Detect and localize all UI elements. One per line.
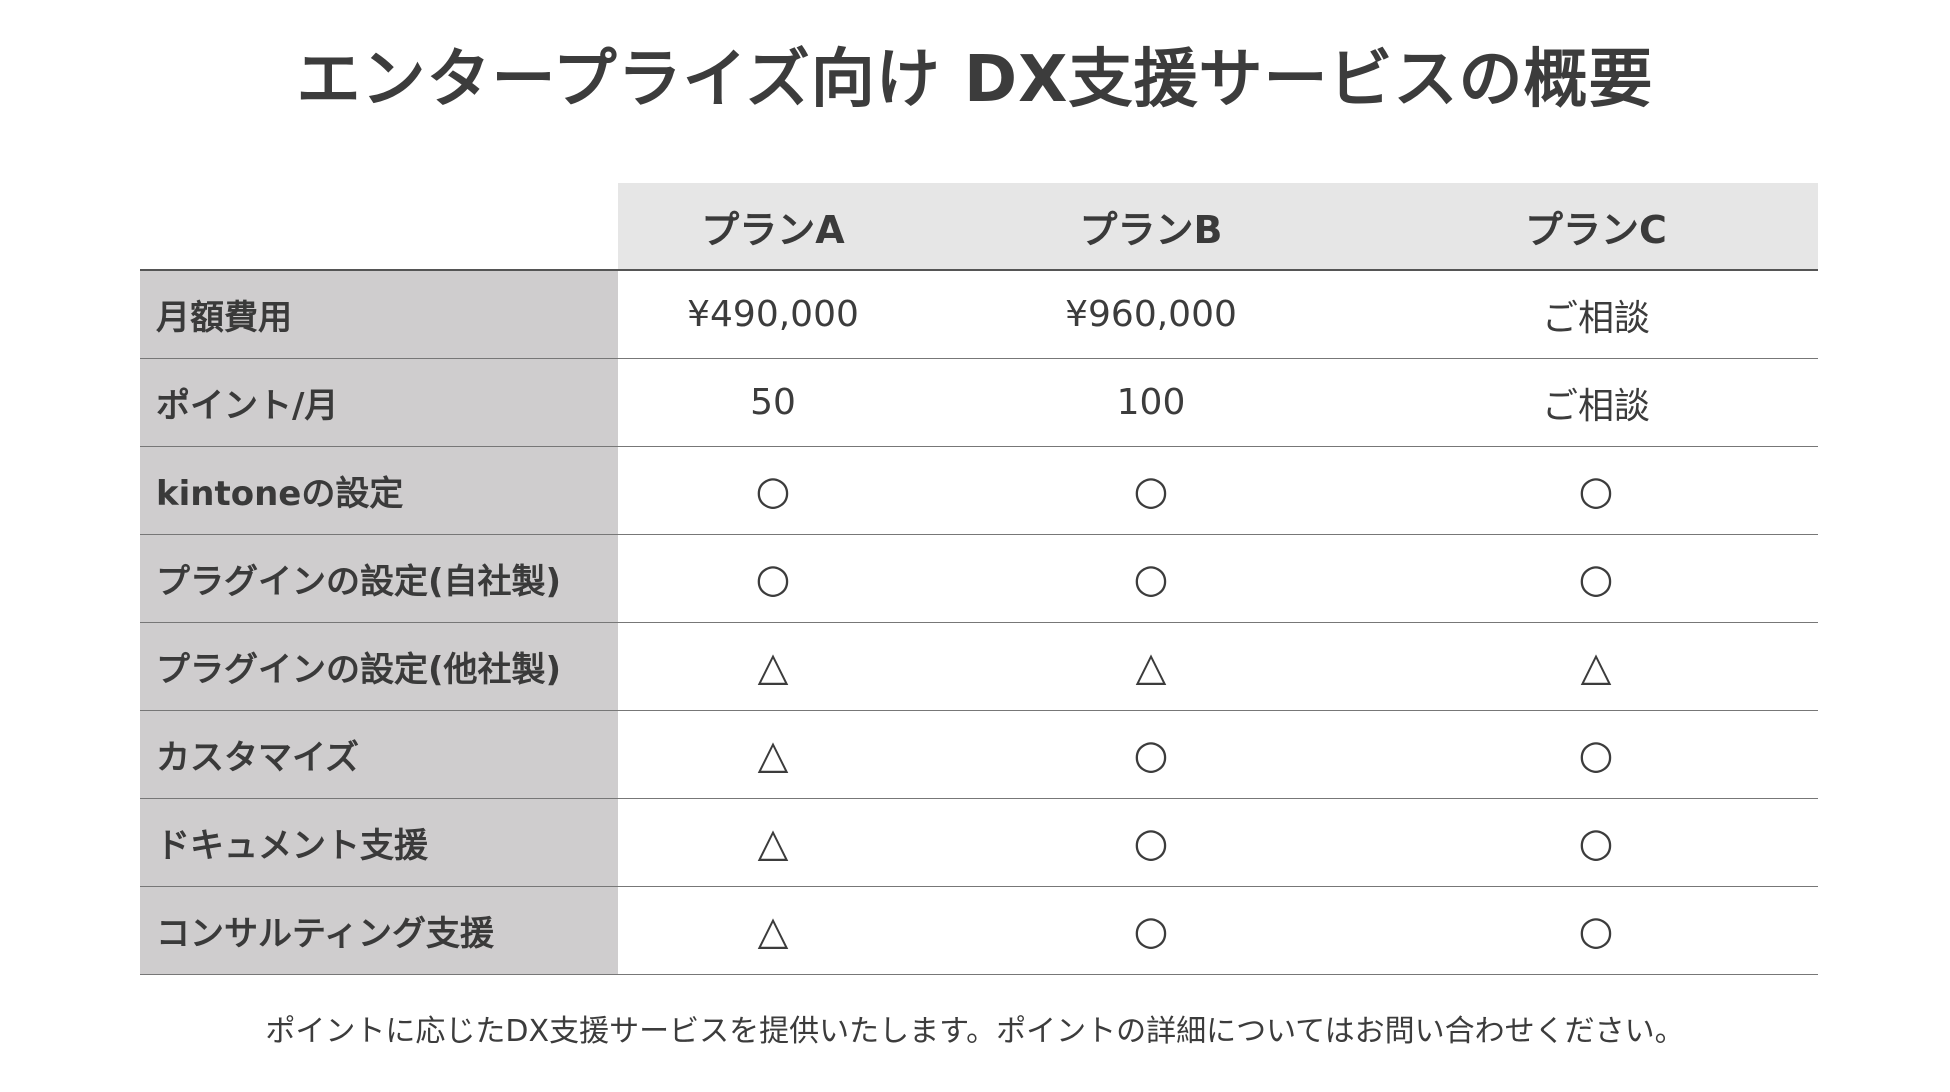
- table-row-documentation: ドキュメント支援 △ ○ ○: [140, 799, 1818, 887]
- plan-a-header: プランA: [618, 183, 928, 269]
- footnote-text: ポイントに応じたDX支援サービスを提供いたします。ポイントの詳細についてはお問い…: [265, 1014, 1685, 1049]
- plan-b-mark: ○: [1133, 819, 1169, 866]
- plan-b-mark: ○: [1133, 907, 1169, 954]
- row-label: kintoneの設定: [140, 447, 618, 534]
- plan-c-mark: ○: [1578, 819, 1614, 866]
- plan-b-mark: ○: [1133, 467, 1169, 514]
- table-row-consulting: コンサルティング支援 △ ○ ○: [140, 887, 1818, 975]
- plan-c-value: ご相談: [1541, 297, 1650, 339]
- plan-b-mark: △: [1135, 643, 1167, 690]
- plan-a-mark: △: [757, 819, 789, 866]
- table-row-kintone-setup: kintoneの設定 ○ ○ ○: [140, 447, 1818, 535]
- page-title: エンタープライズ向け DX支援サービスの概要: [296, 43, 1654, 117]
- table-row-own-plugin: プラグインの設定(自社製) ○ ○ ○: [140, 535, 1818, 623]
- plan-c-mark: ○: [1578, 555, 1614, 602]
- table-row-third-party-plugin: プラグインの設定(他社製) △ △ △: [140, 623, 1818, 711]
- table-header-row: プランA プランB プランC: [140, 183, 1818, 271]
- plan-b-header: プランB: [928, 183, 1374, 269]
- plan-a-mark: △: [757, 643, 789, 690]
- plan-c-mark: ○: [1578, 907, 1614, 954]
- plan-c-mark: ○: [1578, 731, 1614, 778]
- table-row-monthly-fee: 月額費用 ¥490,000 ¥960,000 ご相談: [140, 271, 1818, 359]
- plan-b-value: 100: [1116, 382, 1186, 423]
- plan-b-mark: ○: [1133, 555, 1169, 602]
- row-label: 月額費用: [140, 271, 618, 358]
- plan-a-mark: ○: [755, 467, 791, 514]
- plan-b-mark: ○: [1133, 731, 1169, 778]
- row-label: プラグインの設定(自社製): [140, 535, 618, 622]
- plan-b-value: ¥960,000: [1065, 294, 1237, 335]
- row-label: コンサルティング支援: [140, 887, 618, 974]
- header-corner-cell: [140, 183, 618, 269]
- row-label: ポイント/月: [140, 359, 618, 446]
- plan-c-header: プランC: [1374, 183, 1818, 269]
- plan-a-mark: ○: [755, 555, 791, 602]
- plan-c-mark: ○: [1578, 467, 1614, 514]
- table-row-points: ポイント/月 50 100 ご相談: [140, 359, 1818, 447]
- table-row-customize: カスタマイズ △ ○ ○: [140, 711, 1818, 799]
- plan-c-mark: △: [1580, 643, 1612, 690]
- plan-a-mark: △: [757, 907, 789, 954]
- plan-a-value: ¥490,000: [687, 294, 859, 335]
- row-label: ドキュメント支援: [140, 799, 618, 886]
- row-label: カスタマイズ: [140, 711, 618, 798]
- plan-a-mark: △: [757, 731, 789, 778]
- plan-a-value: 50: [750, 382, 796, 423]
- plan-comparison-table: プランA プランB プランC 月額費用 ¥490,000 ¥960,000 ご相…: [140, 183, 1818, 975]
- plan-c-value: ご相談: [1541, 385, 1650, 427]
- row-label: プラグインの設定(他社製): [140, 623, 618, 710]
